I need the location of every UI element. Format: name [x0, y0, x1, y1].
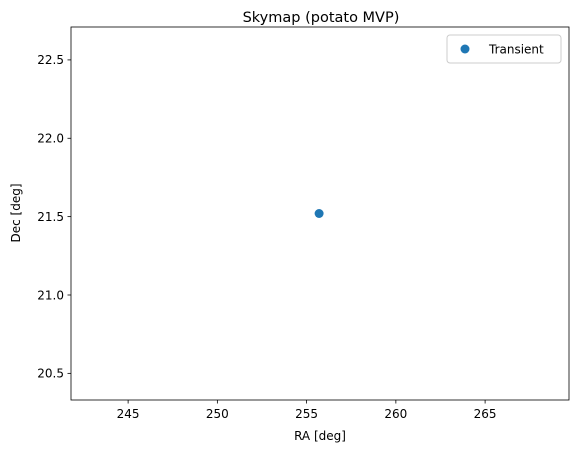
legend: Transient	[446, 34, 562, 64]
x-tick-label: 260	[384, 407, 407, 421]
legend-box	[446, 34, 562, 64]
y-tick-label: 22.5	[37, 53, 64, 67]
legend-entry-transient: Transient	[488, 43, 544, 57]
y-axis-label: Dec [deg]	[9, 183, 23, 242]
plot-area	[314, 209, 324, 218]
x-axis: 245 250 255 260 265	[117, 400, 497, 421]
x-tick-label: 250	[206, 407, 229, 421]
data-point	[314, 209, 324, 218]
x-tick-label: 255	[295, 407, 318, 421]
x-tick-label: 245	[117, 407, 140, 421]
y-tick-label: 20.5	[37, 367, 64, 381]
legend-marker-icon	[460, 44, 470, 54]
y-tick-label: 21.5	[37, 210, 64, 224]
x-axis-label: RA [deg]	[294, 429, 346, 443]
y-tick-label: 22.0	[37, 132, 64, 146]
chart-title: Skymap (potato MVP)	[243, 10, 400, 26]
y-axis: 20.5 21.0 21.5 22.0 22.5	[37, 53, 71, 381]
axes-frame	[70, 26, 570, 401]
y-tick-label: 21.0	[37, 288, 64, 302]
x-tick-label: 265	[474, 407, 497, 421]
